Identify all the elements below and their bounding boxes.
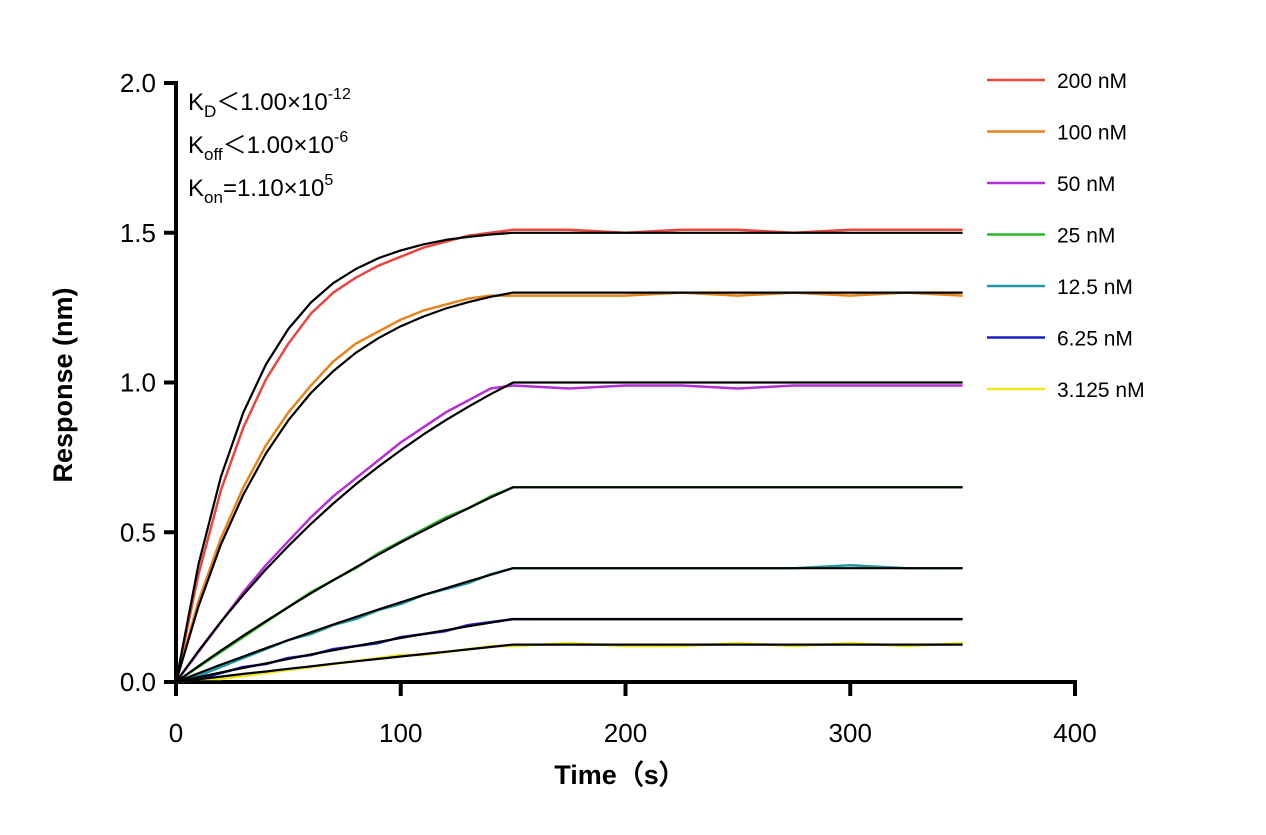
data-line	[174, 228, 963, 683]
legend-label: 6.25 nM	[1057, 328, 1133, 351]
data-line	[175, 486, 963, 684]
data-line	[175, 641, 963, 684]
y-tick-label: 2.0	[120, 68, 156, 98]
y-tick-label: 0.5	[120, 517, 156, 547]
annotation-text: ＜1.00×10	[216, 89, 327, 116]
legend-label: 200 nM	[1057, 70, 1127, 93]
x-tick-label: 100	[379, 718, 422, 748]
x-axis-title: Time（s）	[554, 760, 686, 790]
legend-label: 100 nM	[1057, 122, 1127, 145]
y-tick-label: 0.0	[120, 667, 156, 697]
annotation-sup: -12	[328, 86, 351, 103]
fit-line	[175, 567, 963, 684]
y-axis-title: Response (nm)	[48, 287, 78, 482]
y-tick-label: 1.5	[120, 218, 156, 248]
annotation: KD＜1.00×10-12	[188, 86, 351, 121]
fit-line	[175, 381, 963, 683]
fit-line	[175, 643, 963, 684]
x-tick-label: 300	[829, 718, 872, 748]
legend-label: 50 nM	[1057, 173, 1115, 196]
x-tick-label: 0	[169, 718, 183, 748]
fit-line	[174, 231, 963, 683]
annotation-sub: D	[204, 102, 216, 121]
annotation: Kon=1.10×105	[188, 172, 333, 207]
legend-label: 3.125 nM	[1057, 379, 1145, 402]
annotation-text: =1.10×10	[223, 175, 324, 202]
annotation-base: K	[188, 89, 204, 116]
annotation: Koff＜1.00×10-6	[188, 129, 348, 164]
x-tick-label: 400	[1053, 718, 1096, 748]
annotation-text: ＜1.00×10	[223, 132, 334, 159]
legend-label: 12.5 nM	[1057, 276, 1133, 299]
fit-line	[174, 291, 963, 683]
annotation-base: K	[188, 175, 204, 202]
annotation-sup: -6	[334, 129, 348, 146]
annotation-base: K	[188, 132, 204, 159]
data-line	[175, 384, 963, 683]
x-tick-label: 200	[604, 718, 647, 748]
annotation-sub: on	[204, 188, 223, 207]
fit-line	[175, 486, 963, 683]
fit-line	[175, 618, 963, 684]
annotation-sub: off	[204, 145, 223, 164]
annotation-sup: 5	[324, 172, 333, 189]
data-line	[174, 291, 963, 683]
data-line	[175, 617, 963, 684]
y-tick-label: 1.0	[120, 368, 156, 398]
data-line	[175, 563, 963, 684]
legend-label: 25 nM	[1057, 225, 1115, 248]
